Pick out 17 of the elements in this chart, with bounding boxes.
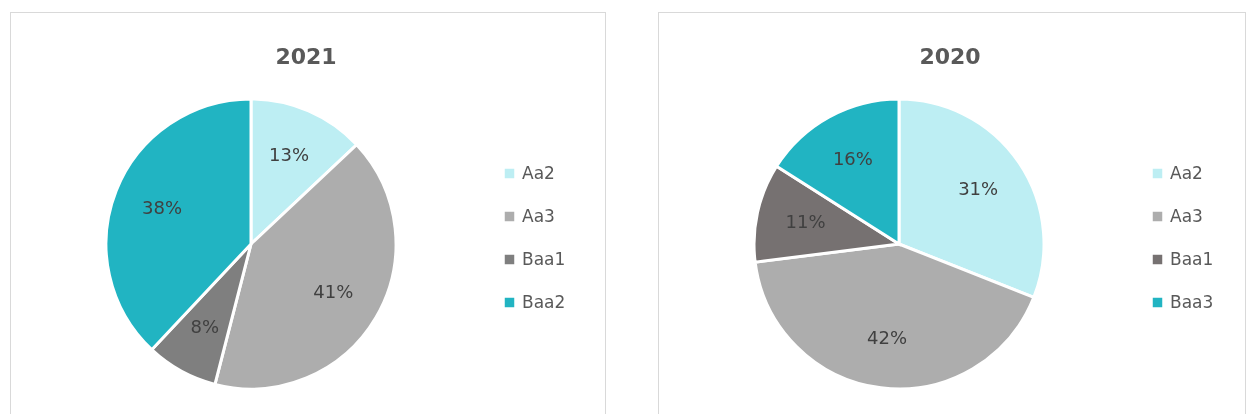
legend-label: Aa3 (1170, 205, 1203, 226)
legend-label: Baa1 (1170, 248, 1214, 269)
chart-title: 2021 (275, 44, 337, 69)
data-label: 16% (832, 148, 873, 170)
legend-label: Baa3 (1170, 291, 1214, 312)
data-label: 13% (269, 144, 310, 166)
legend-label: Baa2 (522, 291, 566, 312)
data-label: 41% (313, 280, 354, 302)
data-label: 31% (958, 178, 999, 200)
legend-label: Aa2 (1170, 162, 1203, 183)
legend-label: Aa3 (522, 205, 555, 226)
legend-label: Aa2 (522, 162, 555, 183)
data-label: 38% (142, 196, 183, 218)
data-label: 42% (867, 326, 908, 348)
data-label: 8% (190, 315, 220, 337)
chart-title: 2020 (919, 44, 981, 69)
legend-label: Baa1 (522, 248, 566, 269)
